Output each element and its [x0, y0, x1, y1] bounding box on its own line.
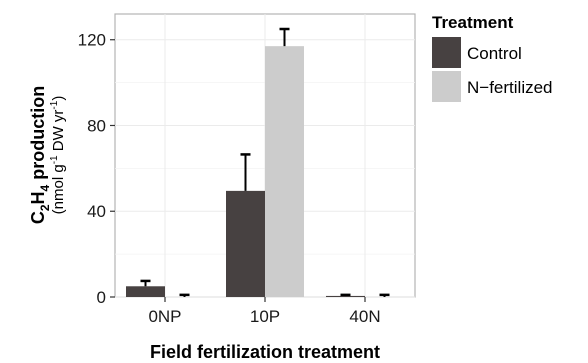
legend: Treatment Control N−fertilized [432, 13, 553, 102]
legend-label-1: N−fertilized [467, 78, 553, 97]
y-tick-label: 120 [78, 31, 106, 50]
legend-label-0: Control [467, 44, 522, 63]
y-unit-mid: DW yr [50, 110, 67, 156]
y-title-c: C [28, 211, 48, 224]
y-axis-ticks: 0 40 80 120 [78, 31, 115, 307]
x-tick-label: 0NP [148, 307, 181, 326]
legend-swatch-0 [432, 37, 461, 68]
y-unit-sup1: -1 [49, 155, 60, 164]
y-axis-title: C2H4 production (nmol g-1 DW yr-1) [28, 86, 67, 224]
bar-0-0 [126, 286, 165, 297]
x-axis-ticks: 0NP 10P 40N [148, 297, 381, 326]
y-unit-suffix: ) [50, 96, 67, 101]
x-tick-label: 40N [349, 307, 380, 326]
y-title-sub2: 4 [38, 184, 52, 191]
bars [126, 46, 365, 298]
y-tick-label: 0 [97, 288, 106, 307]
y-title-sub1: 2 [38, 204, 52, 211]
bar-0-2 [326, 295, 365, 297]
svg-text:C2H4 production: C2H4 production [28, 86, 52, 224]
y-tick-label: 80 [87, 116, 106, 135]
x-axis-title: Field fertilization treatment [150, 342, 380, 362]
bar-0-1 [226, 190, 265, 297]
bar-1-1 [265, 46, 304, 298]
legend-swatch-1 [432, 71, 461, 102]
legend-title: Treatment [432, 13, 514, 32]
y-title-h: H [28, 191, 48, 204]
y-unit-prefix: (nmol g [50, 164, 67, 214]
y-title-production: production [28, 86, 48, 185]
legend-items: Control N−fertilized [432, 37, 553, 102]
x-tick-label: 10P [250, 307, 280, 326]
svg-text:(nmol g-1 DW yr-1): (nmol g-1 DW yr-1) [49, 96, 67, 215]
error-bars [140, 27, 390, 297]
y-tick-label: 40 [87, 202, 106, 221]
y-unit-sup2: -1 [49, 100, 60, 109]
